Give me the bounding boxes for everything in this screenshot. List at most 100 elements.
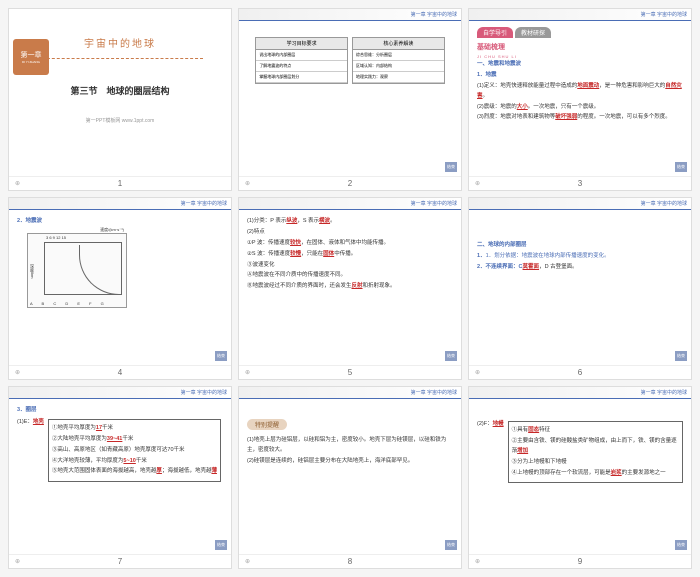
- content-line: (1)定义：地壳快速释放能量过程中造成的地面震动，是一种危害和影响巨大的自然灾害…: [477, 82, 683, 102]
- slide-header: 第一章 宇宙中的地球: [9, 387, 231, 399]
- content-line: Ⓑ地震波经过不同介质的界面时，还会发生反射和折射现象。: [247, 282, 453, 292]
- slide-8: 第一章 宇宙中的地球 特别提醒 (1)地壳上层为硅铝层，以硅和铝为主，密度较小。…: [238, 386, 462, 569]
- content-line: ③波速变化: [247, 261, 453, 271]
- nav-icon: 结束: [445, 540, 457, 550]
- slide-2: 第一章 宇宙中的地球 学习目标要求 说出地球的内部圈层 了解地震波的特点 掌握地…: [238, 8, 462, 191]
- detail-box: ①具有固态特征 ②主要由含铁、镁的硅酸盐类矿物组成，由上而下，铁、镁的含量逐渐增…: [508, 421, 683, 483]
- table-row: 掌握地球内部圈层划分: [256, 72, 347, 83]
- section-pinyin: JI CHU SHU LI: [477, 54, 683, 59]
- heading-1: 一、地震和地震波: [477, 60, 683, 70]
- table-competency: 核心素养解读 综合思维：分析圈层 区域认知：内部结构 地理实践力：观察: [352, 37, 445, 84]
- table-row: 区域认知：内部结构: [353, 61, 444, 72]
- slide-body: (1)分类：P 表示纵波，S 表示横波。 (2)特点 ①P 波：传播速度较快，在…: [239, 210, 461, 365]
- content-line: 1．1．划分依据：地震波在地球内部传播速度的变化。: [477, 252, 683, 262]
- slide-body: (2)F：地幔 ①具有固态特征 ②主要由含铁、镁的硅酸盐类矿物组成，由上而下，铁…: [469, 399, 691, 554]
- blank-answer: 破坏强弱: [555, 114, 577, 120]
- blank-answer: 大小: [517, 104, 528, 110]
- page-number: 8: [239, 554, 461, 568]
- content-line: (1)E：地壳: [17, 418, 44, 428]
- page-number: 2: [239, 176, 461, 190]
- content-line: (2)硅镁层是连续的，硅铝层主要分布在大陆地壳上，海洋底部罕见。: [247, 457, 453, 467]
- content-line: ①P 波：传播速度较快，在固体、液体和气体中均能传播。: [247, 239, 453, 249]
- section-label: 基础梳理: [477, 42, 683, 52]
- slide-4: 第一章 宇宙中的地球 2．地震波 3 6 9 12 15 速度/(km·s⁻¹)…: [8, 197, 232, 380]
- slide-header: 第一章 宇宙中的地球: [469, 387, 691, 399]
- slide-body: 第一章 DI YI ZHANG 宇宙中的地球 第三节 地球的圈层结构 第一PPT…: [9, 9, 231, 176]
- heading-2: 二、地球的内部圈层: [477, 241, 683, 251]
- page-number: 5: [239, 365, 461, 379]
- slide-1: 第一章 DI YI ZHANG 宇宙中的地球 第三节 地球的圈层结构 第一PPT…: [8, 8, 232, 191]
- slide-header: 第一章 宇宙中的地球: [239, 198, 461, 210]
- item-3: 3．圈层: [17, 406, 223, 416]
- blank-answer: 固体: [323, 251, 334, 257]
- item-1: 1．地震: [477, 71, 683, 81]
- blank-answer: 地壳: [33, 419, 44, 425]
- page-number: 3: [469, 176, 691, 190]
- chapter-label: 第一章: [21, 50, 42, 60]
- chart-y-label: 深度/km: [29, 264, 35, 278]
- chart-grid: [44, 242, 122, 295]
- table-row: 说出地球的内部圈层: [256, 50, 347, 61]
- chart-x-label: 速度/(km·s⁻¹): [100, 227, 124, 233]
- content-line: (2)震级：地震的大小。一次地震，只有一个震级。: [477, 103, 683, 113]
- blank-answer: 较快: [290, 240, 301, 246]
- tip-badge: 特别提醒: [247, 419, 287, 430]
- nav-icon: 结束: [215, 540, 227, 550]
- slide-header: 第一章 宇宙中的地球: [469, 9, 691, 21]
- slide-grid: 第一章 DI YI ZHANG 宇宙中的地球 第三节 地球的圈层结构 第一PPT…: [8, 8, 692, 569]
- table-header: 学习目标要求: [256, 38, 347, 50]
- seismic-wave-chart: 3 6 9 12 15 速度/(km·s⁻¹) 深度/km A B C D E …: [27, 233, 127, 308]
- slide-body: 特别提醒 (1)地壳上层为硅铝层，以硅和铝为主，密度较小。地壳下层为硅镁层，以硅…: [239, 399, 461, 554]
- source-text: 第一PPT模板网 www.1ppt.com: [17, 117, 223, 124]
- blank-answer: 横波: [319, 218, 330, 224]
- nav-icon: 结束: [445, 162, 457, 172]
- chart-curve: [79, 245, 119, 295]
- item-2: 2．地震波: [17, 217, 223, 227]
- chapter-badge: 第一章 DI YI ZHANG: [13, 39, 49, 75]
- slide-body: 二、地球的内部圈层 1．1．划分依据：地震波在地球内部传播速度的变化。 2．不连…: [469, 210, 691, 365]
- page-number: 7: [9, 554, 231, 568]
- table-row: 地理实践力：观察: [353, 72, 444, 83]
- content-line: (2)特点: [247, 228, 453, 238]
- detail-box: ①地壳平均厚度为17千米 ②大陆地壳平均厚度为39~41千米 ③高山、高原地区（…: [48, 419, 221, 482]
- blank-answer: 莫霍面: [523, 264, 540, 270]
- nav-icon: 结束: [675, 162, 687, 172]
- slide-6: 第一章 宇宙中的地球 二、地球的内部圈层 1．1．划分依据：地震波在地球内部传播…: [468, 197, 692, 380]
- table-row: 综合思维：分析圈层: [353, 50, 444, 61]
- content-line: (1)分类：P 表示纵波，S 表示横波。: [247, 217, 453, 227]
- slide-9: 第一章 宇宙中的地球 (2)F：地幔 ①具有固态特征 ②主要由含铁、镁的硅酸盐类…: [468, 386, 692, 569]
- slide-7: 第一章 宇宙中的地球 3．圈层 (1)E：地壳 ①地壳平均厚度为17千米 ②大陆…: [8, 386, 232, 569]
- slide-body: 自学导引 教材研探 基础梳理 JI CHU SHU LI 一、地震和地震波 1．…: [469, 21, 691, 176]
- blank-answer: 地幔: [493, 421, 504, 427]
- content-line: ②S 波：传播速度较慢，只能在固体中传播。: [247, 250, 453, 260]
- chart-x-ticks: 3 6 9 12 15: [46, 235, 66, 240]
- chart-letters: A B C D E F G: [30, 301, 108, 306]
- chapter-pinyin: DI YI ZHANG: [22, 60, 40, 64]
- slide-header: 第一章 宇宙中的地球: [239, 9, 461, 21]
- tab-explore: 教材研探: [515, 27, 551, 38]
- content-line: 2．不连续界面：C莫霍面，D 古登堡面。: [477, 263, 683, 273]
- content-line: (3)烈度：地震对地表和建筑物等破坏强弱的程度。一次地震，可以有多个烈度。: [477, 113, 683, 123]
- content-line: Ⓐ地震波在不同介质中的传播速度不同。: [247, 271, 453, 281]
- slide-body: 3．圈层 (1)E：地壳 ①地壳平均厚度为17千米 ②大陆地壳平均厚度为39~4…: [9, 399, 231, 554]
- page-number: 9: [469, 554, 691, 568]
- table-objectives: 学习目标要求 说出地球的内部圈层 了解地震波的特点 掌握地球内部圈层划分: [255, 37, 348, 84]
- subtitle: 第三节 地球的圈层结构: [17, 84, 223, 97]
- page-number: 1: [9, 176, 231, 190]
- blank-answer: 地面震动: [577, 83, 599, 89]
- slide-header: 第一章 宇宙中的地球: [9, 198, 231, 210]
- slide-3: 第一章 宇宙中的地球 自学导引 教材研探 基础梳理 JI CHU SHU LI …: [468, 8, 692, 191]
- nav-icon: 结束: [445, 351, 457, 361]
- content-line: (2)F：地幔: [477, 420, 504, 430]
- blank-answer: 纵波: [286, 218, 297, 224]
- slide-header: 第一章 宇宙中的地球: [469, 198, 691, 210]
- nav-icon: 结束: [215, 351, 227, 361]
- page-number: 4: [9, 365, 231, 379]
- blank-answer: 较慢: [290, 251, 301, 257]
- nav-icon: 结束: [675, 351, 687, 361]
- page-number: 6: [469, 365, 691, 379]
- slide-5: 第一章 宇宙中的地球 (1)分类：P 表示纵波，S 表示横波。 (2)特点 ①P…: [238, 197, 462, 380]
- slide-body: 2．地震波 3 6 9 12 15 速度/(km·s⁻¹) 深度/km A B …: [9, 210, 231, 365]
- table-row: 了解地震波的特点: [256, 61, 347, 72]
- tables-container: 学习目标要求 说出地球的内部圈层 了解地震波的特点 掌握地球内部圈层划分 核心素…: [247, 37, 453, 84]
